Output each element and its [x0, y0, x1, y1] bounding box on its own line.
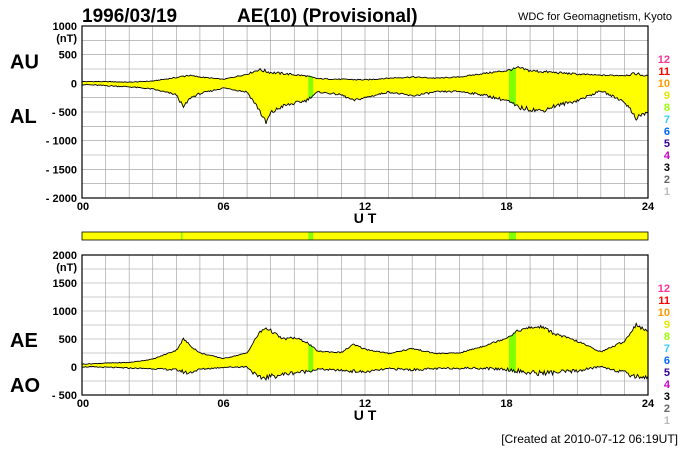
y-tick-label: - 500 — [52, 390, 77, 402]
station-count-5: 5 — [664, 367, 670, 379]
station-count-4: 4 — [664, 379, 671, 391]
station-highlight-band — [508, 331, 516, 373]
station-count-12: 12 — [658, 283, 670, 295]
coverage-bar-fill — [81, 231, 649, 241]
y-tick-label: 500 — [59, 50, 77, 62]
y-tick-label: - 2000 — [46, 193, 77, 205]
station-count-3: 3 — [664, 162, 670, 174]
y-unit-label: (nT) — [56, 33, 77, 45]
x-tick-label: 00 — [77, 201, 89, 213]
station-count-10: 10 — [658, 307, 670, 319]
x-tick-label: 18 — [500, 201, 512, 213]
series-line-ao — [81, 365, 649, 381]
x-tick-label: 24 — [642, 398, 655, 410]
station-highlight-band — [308, 343, 314, 373]
station-count-8: 8 — [664, 102, 670, 114]
y-tick-label: 1500 — [53, 278, 77, 290]
x-axis-label: U T — [354, 210, 377, 226]
y-tick-label: 1000 — [53, 306, 77, 318]
station-count-4: 4 — [664, 150, 671, 162]
x-tick-label: 24 — [642, 201, 655, 213]
x-tick-label: 06 — [217, 398, 229, 410]
station-count-1: 1 — [664, 415, 670, 427]
series-line-au — [81, 66, 649, 83]
station-count-2: 2 — [664, 403, 670, 415]
y-tick-label: 0 — [71, 362, 77, 374]
station-highlight-band — [308, 76, 314, 100]
coverage-bar — [81, 231, 649, 241]
station-count-7: 7 — [664, 114, 670, 126]
x-tick-label: 00 — [77, 398, 89, 410]
x-axis-label: U T — [354, 407, 377, 423]
au-al-panel: 1000 500 0 - 500 - 1000 - 1500 - 2000 (nT) 00 06 1… — [10, 21, 655, 226]
x-tick-label: 18 — [500, 398, 512, 410]
station-count-2: 2 — [664, 174, 670, 186]
y-tick-label: - 1500 — [46, 164, 77, 176]
ae-ao-panel: 2000 1500 1000 500 0 - 500 (nT) 00 06 12 18 24 U T AE… — [10, 250, 655, 423]
x-tick-label: 12 — [359, 201, 371, 213]
series-line-ae — [81, 322, 649, 365]
station-count-12: 12 — [658, 54, 670, 66]
coverage-bar-highlight — [308, 232, 314, 240]
station-count-7: 7 — [664, 343, 670, 355]
x-tick-label: 12 — [359, 398, 371, 410]
series-line-al — [82, 83, 649, 125]
station-count-11: 11 — [658, 295, 670, 307]
plot-frame — [81, 25, 649, 199]
station-count-5: 5 — [664, 138, 670, 150]
y-tick-label: - 1000 — [46, 136, 77, 148]
x-tick-label: 06 — [217, 201, 229, 213]
coverage-bar-highlight — [181, 232, 183, 240]
station-count-6: 6 — [664, 355, 670, 367]
y-tick-label: 0 — [71, 78, 77, 90]
y-unit-label: (nT) — [56, 262, 77, 274]
station-count-10: 10 — [658, 78, 670, 90]
station-count-1: 1 — [664, 186, 670, 198]
station-highlight-band — [508, 67, 516, 106]
y-tick-label: 500 — [59, 334, 77, 346]
station-count-9: 9 — [664, 319, 670, 331]
y-tick-label: 1000 — [53, 21, 77, 33]
y-tick-label: - 500 — [52, 107, 77, 119]
station-count-11: 11 — [658, 66, 670, 78]
data-area-fill — [82, 66, 648, 124]
created-stamp: [Created at 2010-07-12 06:19UT] — [501, 432, 678, 446]
y-tick-label: 2000 — [53, 250, 77, 262]
lower-series-label: AL — [10, 106, 37, 128]
station-count-6: 6 — [664, 126, 670, 138]
upper-series-label: AE — [10, 330, 38, 352]
upper-series-label: AU — [10, 51, 39, 73]
station-count-8: 8 — [664, 331, 670, 343]
data-area-fill — [82, 323, 648, 380]
station-count-3: 3 — [664, 391, 670, 403]
source-label: WDC for Geomagnetism, Kyoto — [518, 11, 672, 23]
coverage-bar-highlight — [508, 232, 516, 240]
station-count-9: 9 — [664, 90, 670, 102]
plot-frame — [81, 254, 649, 396]
index-title: AE(10) (Provisional) — [237, 6, 418, 27]
date-title: 1996/03/19 — [82, 6, 177, 27]
lower-series-label: AO — [10, 375, 40, 397]
